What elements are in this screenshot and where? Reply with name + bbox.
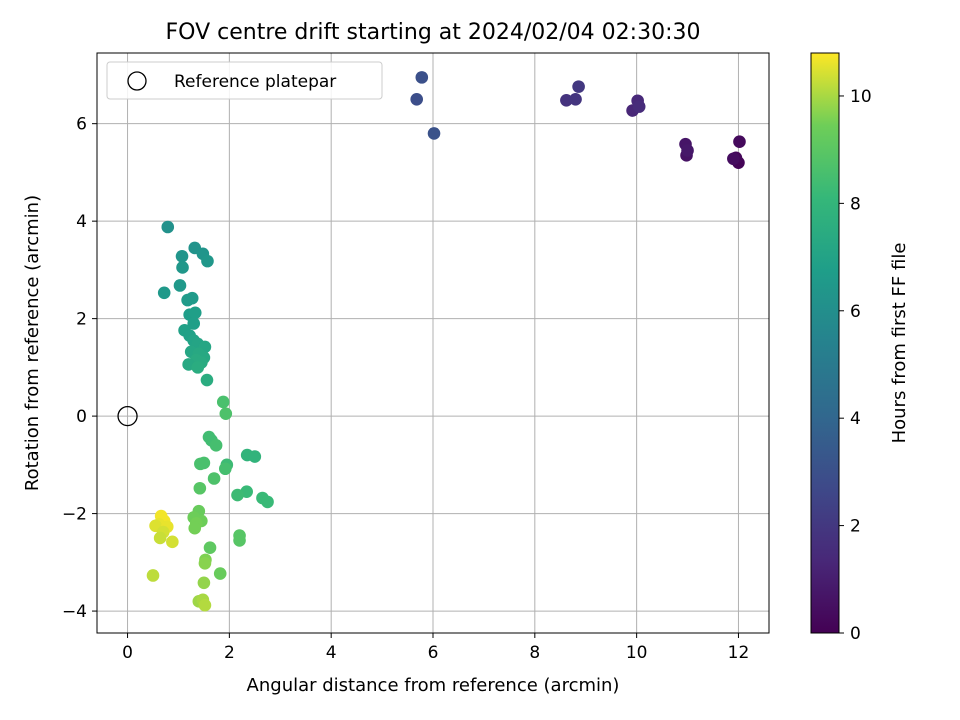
chart-title: FOV centre drift starting at 2024/02/04 … [166, 20, 701, 45]
data-point [198, 598, 212, 612]
colorbar-title: Hours from first FF file [889, 243, 910, 444]
y-tick-label: 2 [76, 310, 87, 330]
data-point [188, 306, 202, 320]
data-point [193, 481, 207, 495]
data-point [216, 395, 230, 409]
grid [97, 53, 769, 633]
x-tick-label: 10 [626, 643, 648, 663]
data-point [175, 249, 189, 263]
data-point [197, 576, 211, 590]
data-point [632, 100, 646, 113]
legend-marker [127, 71, 147, 91]
data-point [187, 317, 201, 330]
colorbar-tick-label: 8 [850, 194, 861, 214]
y-tick-label: −4 [62, 602, 87, 622]
y-tick-label: 6 [76, 115, 87, 135]
data-point [218, 462, 232, 476]
x-axis: 0 2 4 6 8 10 12 [122, 633, 749, 663]
y-tick-label: −2 [62, 505, 87, 525]
colorbar: 0 2 4 6 8 10 Hours from first FF file [810, 52, 910, 644]
data-point [681, 144, 694, 157]
x-tick-label: 0 [122, 643, 133, 663]
data-point [209, 439, 223, 452]
data-point [410, 93, 424, 106]
data-point [198, 557, 212, 570]
data-point [191, 361, 205, 374]
data-points [146, 71, 746, 612]
x-tick-label: 4 [326, 643, 337, 663]
reference-point [117, 405, 138, 427]
colorbar-tick-label: 6 [850, 302, 861, 322]
reference-marker [117, 405, 138, 427]
x-tick-label: 2 [224, 643, 235, 663]
data-point [194, 457, 207, 471]
data-point [173, 279, 187, 292]
x-tick-label: 12 [728, 643, 750, 663]
data-point [213, 567, 227, 580]
data-point [427, 127, 441, 140]
legend: Reference platepar [106, 61, 383, 100]
colorbar-ticks: 0 2 4 6 8 10 [839, 87, 872, 644]
data-point [157, 286, 171, 300]
data-point [572, 80, 585, 93]
y-axis: −4 −2 0 2 4 6 [62, 115, 97, 622]
data-point [207, 472, 221, 485]
data-point [185, 291, 199, 305]
legend-label: Reference platepar [174, 72, 336, 92]
data-point [231, 488, 244, 502]
data-point [161, 220, 175, 234]
data-point [166, 535, 179, 549]
data-point [233, 534, 246, 547]
colorbar-tick-label: 10 [850, 87, 872, 107]
data-point [219, 407, 233, 420]
data-point [153, 531, 167, 545]
data-point [146, 569, 160, 582]
data-point [560, 93, 573, 107]
data-point [727, 152, 740, 166]
data-point [201, 254, 214, 268]
x-axis-title: Angular distance from reference (arcmin) [247, 675, 620, 696]
y-tick-label: 0 [76, 407, 87, 427]
data-point [203, 541, 217, 555]
legend-box [106, 61, 383, 100]
data-point [200, 373, 214, 387]
x-tick-label: 8 [529, 643, 540, 663]
data-point [248, 450, 262, 463]
data-point [261, 495, 274, 509]
x-tick-label: 6 [428, 643, 439, 663]
y-tick-label: 4 [76, 212, 87, 232]
data-point [569, 93, 582, 106]
data-point [176, 261, 189, 274]
colorbar-gradient [810, 52, 840, 634]
data-point [415, 71, 429, 84]
colorbar-tick-label: 0 [850, 624, 861, 644]
data-point [188, 521, 202, 535]
colorbar-tick-label: 4 [850, 409, 861, 429]
colorbar-tick-label: 2 [850, 517, 861, 537]
y-axis-title: Rotation from reference (arcmin) [22, 195, 43, 491]
data-point [733, 135, 746, 149]
